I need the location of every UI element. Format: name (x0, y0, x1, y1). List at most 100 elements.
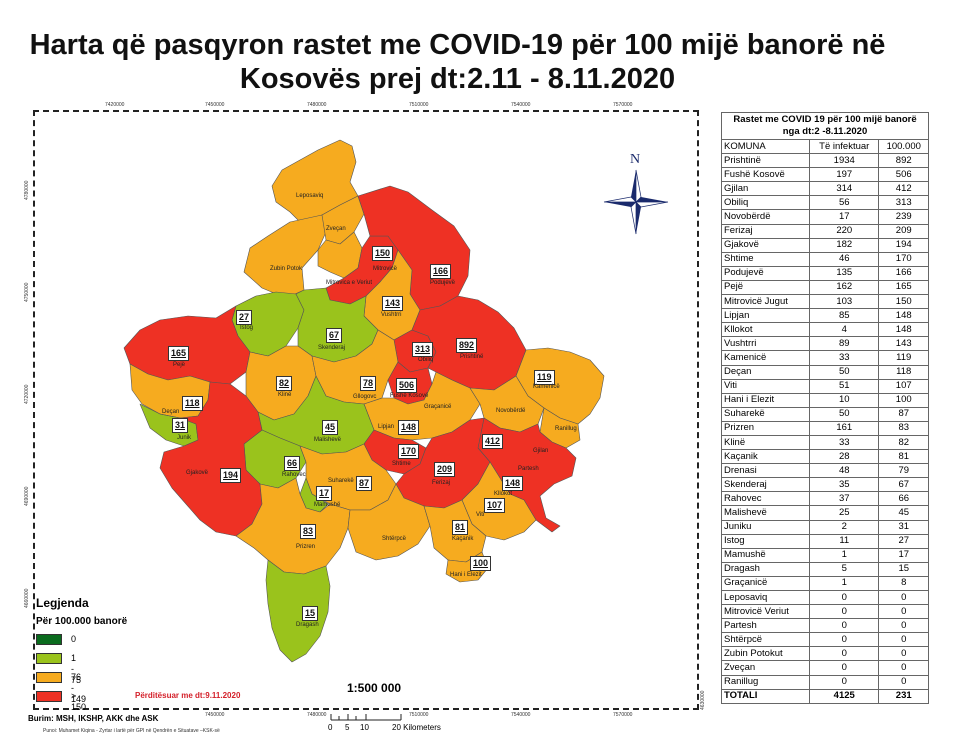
map-region-name: Vushtrri (381, 312, 402, 318)
map-value-label: 15 (302, 606, 319, 621)
rate-cell: 148 (878, 322, 929, 338)
municipality-cell: Partesh (720, 618, 811, 634)
table-row: Drenasi 48 79 (720, 463, 929, 479)
map-value-label: 166 (430, 264, 452, 279)
infected-cell: 35 (809, 477, 880, 493)
rate-cell: 0 (878, 604, 929, 620)
map-region-name: Junik (177, 435, 192, 441)
map-region-name: Mitrovicë (373, 266, 398, 272)
table-row: Podujevë 135 166 (720, 265, 929, 281)
table-row: Deçan 50 118 (720, 364, 929, 380)
map-value-label: 209 (434, 462, 456, 477)
table-row: Ranillug 0 0 (720, 674, 929, 690)
table-row: Suharekë 50 87 (720, 406, 929, 422)
coord-bottom: 7570000 (613, 712, 633, 718)
table-row: Malishevë 25 45 (720, 505, 929, 521)
table-row: Istog 11 27 (720, 533, 929, 549)
rate-cell: 67 (878, 477, 929, 493)
map-value-label: 412 (482, 434, 504, 449)
table-row: Prizren 161 83 (720, 420, 929, 436)
map-value-label: 78 (360, 376, 377, 391)
rate-cell: 412 (878, 181, 929, 197)
map-region-name: Gllogovc (353, 394, 377, 400)
map-region-name: Prishtinë (460, 354, 484, 360)
rate-cell: 150 (878, 294, 929, 310)
map-value-label: 67 (326, 328, 343, 343)
municipality-cell: Shtërpcë (720, 632, 811, 648)
infected-cell: 0 (809, 604, 880, 620)
infected-cell: 197 (809, 167, 880, 183)
updated-date: Përditësuar me dt:9.11.2020 (135, 691, 241, 700)
rate-cell: 119 (878, 350, 929, 366)
infected-cell: 1 (809, 547, 880, 563)
table-row: Hani i Elezit 10 100 (720, 392, 929, 408)
map-region-name: Lipjan (378, 424, 395, 430)
map-region-name: Shtime (392, 461, 411, 467)
title-line-1: Harta që pasqyron rastet me COVID-19 për… (29, 29, 886, 61)
map-region-name: Graçanicë (424, 404, 452, 410)
scalebar: 0 5 10 20 Kilometers (328, 710, 458, 740)
table-row: Leposaviq 0 0 (720, 589, 929, 606)
map-value-label: 148 (502, 476, 524, 491)
map-value-label: 143 (382, 296, 404, 311)
table-row: Mitrovicë Veriut 0 0 (720, 604, 929, 620)
table-row: Kamenicë 33 119 (720, 350, 929, 366)
map-region-name: Malishevë (314, 437, 342, 443)
rate-cell: 107 (878, 378, 929, 394)
infected-cell: 103 (809, 294, 880, 310)
municipality-cell: Istog (720, 533, 811, 549)
rate-cell: 0 (878, 660, 929, 676)
map-value-label: 148 (398, 420, 420, 435)
municipality-cell: Leposaviq (720, 589, 811, 606)
map-region-name: Suharekë (328, 478, 354, 484)
infected-cell: 162 (809, 279, 880, 296)
table-row: Obiliq 56 313 (720, 195, 929, 211)
infected-cell: 50 (809, 406, 880, 422)
rate-cell: 209 (878, 223, 929, 239)
cases-table-grid: KOMUNA Të infektuar 100.000 Prishtinë 193… (720, 138, 929, 704)
coord-bottom: 7510000 (409, 712, 429, 718)
legend-label: 1 - 75 (71, 653, 82, 685)
infected-cell: 37 (809, 491, 880, 507)
infected-cell: 1934 (809, 153, 880, 169)
municipality-cell: Podujevë (720, 265, 811, 281)
table-column-headers: KOMUNA Të infektuar 100.000 (720, 138, 929, 155)
infected-cell: 0 (809, 660, 880, 676)
map-value-label: 170 (398, 444, 420, 459)
map-value-label: 31 (172, 418, 189, 433)
map-value-label: 194 (220, 468, 242, 483)
infected-cell: 10 (809, 392, 880, 408)
municipality-cell: Obiliq (720, 195, 811, 211)
coord-top: 7480000 (307, 102, 327, 108)
infected-cell: 0 (809, 618, 880, 634)
municipality-cell: Pejë (720, 279, 811, 296)
map-region-name: Istog (240, 325, 254, 331)
infected-cell: 220 (809, 223, 880, 239)
municipality-cell: Mitrovicë Veriut (720, 604, 811, 620)
infected-cell: 0 (809, 674, 880, 690)
rate-cell: 118 (878, 364, 929, 380)
table-body: Prishtinë 1934 892 Fushë Kosovë 197 506 Gjilan… (720, 153, 929, 690)
rate-cell: 239 (878, 209, 929, 225)
coord-top: 7540000 (511, 102, 531, 108)
rate-cell: 166 (878, 265, 929, 281)
map-region-name: Ranillug (555, 426, 577, 432)
table-row: Zveçan 0 0 (720, 660, 929, 676)
table-row: Klinë 33 82 (720, 434, 929, 451)
legend-label: > 150 (71, 691, 87, 712)
municipality-cell: Prizren (720, 420, 811, 436)
table-total-row: TOTALI 4125 231 (720, 688, 929, 704)
map-value-label: 82 (276, 376, 293, 391)
table-row: Kaçanik 28 81 (720, 449, 929, 465)
infected-cell: 5 (809, 561, 880, 577)
map-region-name: Viti (476, 512, 485, 518)
map-value-label: 17 (316, 486, 333, 501)
municipality-cell: Prishtinë (720, 153, 811, 169)
municipality-cell: Juniku (720, 519, 811, 535)
table-row: Fushë Kosovë 197 506 (720, 167, 929, 183)
map-region-name: Novobërdë (496, 408, 526, 414)
municipality-cell: Drenasi (720, 463, 811, 479)
table-row: Viti 51 107 (720, 378, 929, 394)
scalebar-tick: 20 Kilometers (392, 723, 441, 732)
legend-swatch (36, 672, 62, 683)
